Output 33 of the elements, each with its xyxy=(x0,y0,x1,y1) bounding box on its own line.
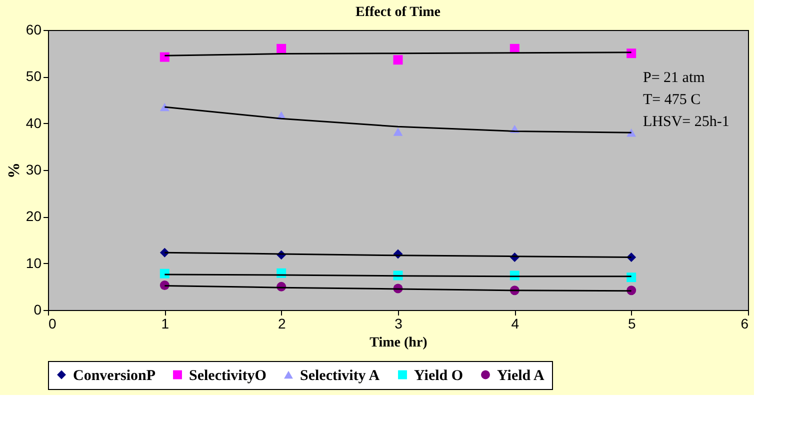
y-tick-label: 30 xyxy=(26,162,42,178)
y-tick-label: 50 xyxy=(26,68,42,84)
legend-label: SelectivityO xyxy=(189,368,266,384)
x-tick-label: 1 xyxy=(161,316,170,332)
legend-label: Selectivity A xyxy=(300,368,380,384)
x-tick-label: 0 xyxy=(48,316,56,332)
point xyxy=(626,48,636,58)
point xyxy=(393,128,403,136)
legend-label: ConversionP xyxy=(73,368,156,384)
legend-label: Yield O xyxy=(414,368,464,384)
x-tick-label: 2 xyxy=(278,316,286,332)
y-tick-label: 10 xyxy=(26,254,42,271)
x-tick-label: 3 xyxy=(394,316,403,332)
point xyxy=(160,52,170,62)
x-tick-label: 5 xyxy=(628,316,636,332)
y-tick-label: 0 xyxy=(34,302,42,318)
chart-title: Effect of Time xyxy=(355,5,441,20)
x-axis-title: Time (hr) xyxy=(370,336,428,350)
annotation: P= 21 atm xyxy=(643,70,706,86)
annotation: LHSV= 25h-1 xyxy=(643,114,730,130)
point xyxy=(626,128,636,137)
point xyxy=(393,55,403,65)
y-axis-title: % xyxy=(6,162,23,178)
y-tick-label: 60 xyxy=(26,22,42,38)
point xyxy=(626,272,636,282)
y-tick-label: 20 xyxy=(26,208,42,224)
annotation: T= 475 C xyxy=(643,92,701,108)
point xyxy=(276,44,286,54)
point xyxy=(160,268,170,278)
y-tick-label: 40 xyxy=(26,114,42,131)
x-tick-label: 6 xyxy=(740,316,749,332)
legend-label: Yield A xyxy=(497,368,545,384)
x-tick-label: 4 xyxy=(511,316,520,332)
